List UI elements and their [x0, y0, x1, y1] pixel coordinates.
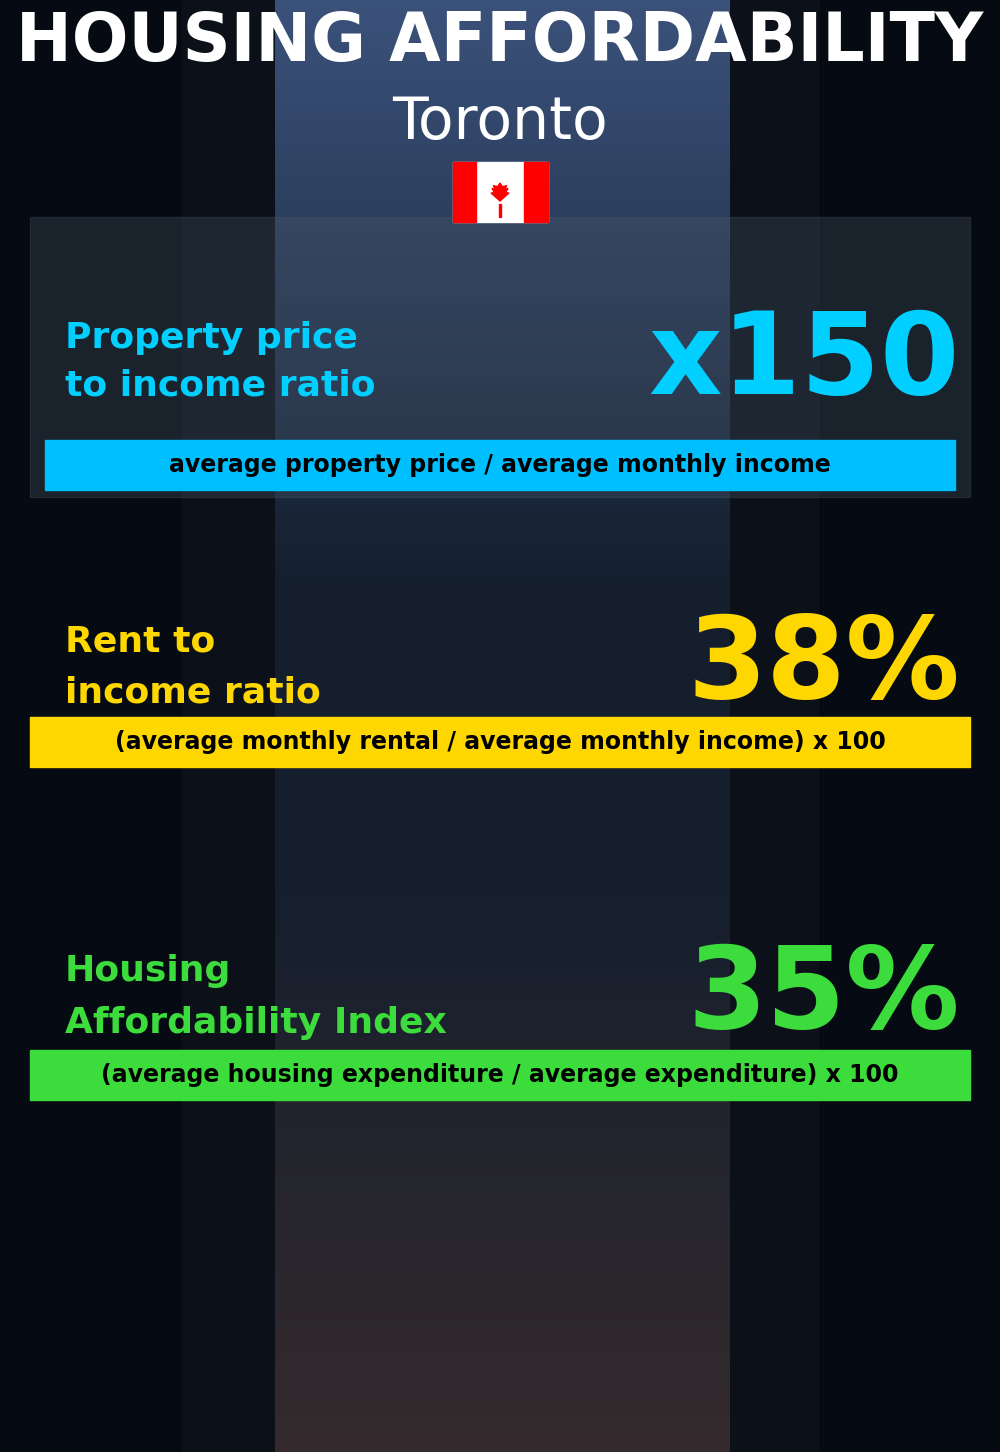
Bar [30, 1050, 970, 1101]
Bar [45, 440, 955, 489]
Text: (average monthly rental / average monthly income) x 100: (average monthly rental / average monthl… [115, 730, 885, 754]
Bar [453, 163, 548, 222]
Text: Housing
Affordability Index: Housing Affordability Index [65, 954, 447, 1040]
Text: (average housing expenditure / average expenditure) x 100: (average housing expenditure / average e… [101, 1063, 899, 1088]
Bar [0, 0, 180, 1452]
Polygon shape [491, 183, 509, 200]
Bar [820, 0, 1000, 1452]
Bar [453, 163, 476, 222]
Text: Property price
to income ratio: Property price to income ratio [65, 321, 376, 402]
Bar [524, 163, 548, 222]
Bar [30, 717, 970, 767]
Bar [499, 203, 501, 218]
Text: 35%: 35% [688, 941, 960, 1053]
Text: HOUSING AFFORDABILITY: HOUSING AFFORDABILITY [16, 9, 984, 76]
Text: Toronto: Toronto [392, 93, 608, 151]
Bar [30, 216, 970, 497]
Text: x150: x150 [649, 306, 960, 418]
Text: 38%: 38% [687, 611, 960, 723]
Text: Rent to
income ratio: Rent to income ratio [65, 624, 321, 710]
Text: average property price / average monthly income: average property price / average monthly… [169, 453, 831, 478]
